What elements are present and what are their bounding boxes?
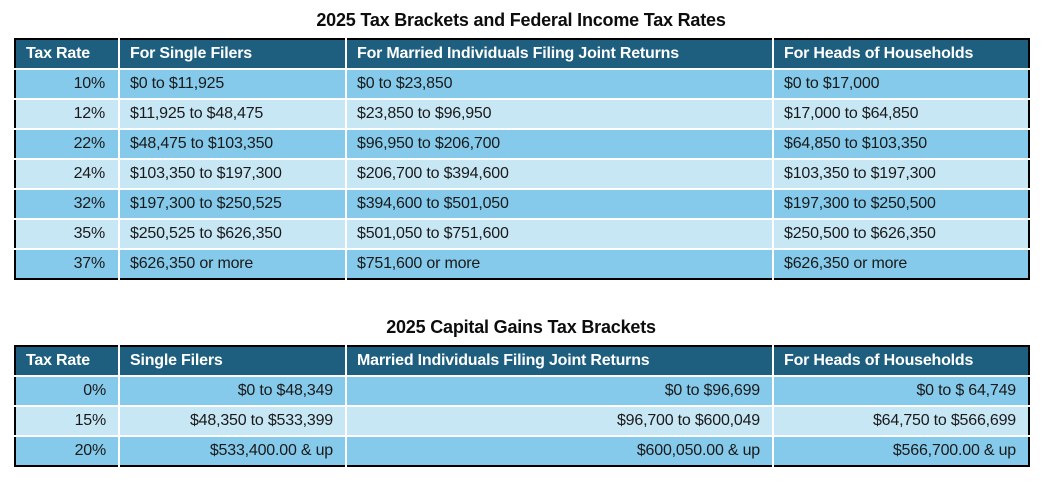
tax-rate-cell: 35% xyxy=(15,219,120,250)
bracket-range-cell: $394,600 to $501,050 xyxy=(346,189,774,220)
table-row: 35% $250,525 to $626,350 $501,050 to $751,… xyxy=(15,219,1029,250)
bracket-range-cell: $600,050.00 & up xyxy=(346,436,774,466)
table-row: 15% $48,350 to $533,399 $96,700 to $600,04… xyxy=(15,406,1029,437)
capital-gains-table-title: 2025 Capital Gains Tax Brackets xyxy=(386,317,656,337)
column-header: Married Individuals Filing Joint Returns xyxy=(346,346,774,377)
header-row: Tax Rate Single Filers Married Individuals… xyxy=(15,346,1029,377)
tax-rate-cell: 32% xyxy=(15,189,120,220)
tax-rate-cell: 10% xyxy=(15,69,120,100)
table-row: 20% $533,400.00 & up $600,050.00 & up $566,… xyxy=(15,436,1029,466)
tax-rate-cell: 37% xyxy=(15,249,120,279)
bracket-range-cell: $206,700 to $394,600 xyxy=(346,159,774,190)
bracket-range-cell: $501,050 to $751,600 xyxy=(346,219,774,250)
bracket-range-cell: $0 to $48,349 xyxy=(119,376,347,407)
column-header: Tax Rate xyxy=(15,39,120,70)
bracket-range-cell: $103,350 to $197,300 xyxy=(119,159,347,190)
bracket-range-cell: $96,700 to $600,049 xyxy=(346,406,774,437)
table-row: 12% $11,925 to $48,475 $23,850 to $96,950 $… xyxy=(15,99,1029,130)
bracket-range-cell: $250,500 to $626,350 xyxy=(773,219,1029,250)
bracket-range-cell: $48,475 to $103,350 xyxy=(119,129,347,160)
capital-gains-table: Tax Rate Single Filers Married Individuals… xyxy=(14,345,1030,467)
table-row: 24% $103,350 to $197,300 $206,700 to $394,… xyxy=(15,159,1029,190)
tax-rate-cell: 24% xyxy=(15,159,120,190)
column-header: Single Filers xyxy=(119,346,347,377)
tax-rate-cell: 20% xyxy=(15,436,120,466)
income-tax-table: Tax Rate For Single Filers For Married Ind… xyxy=(14,38,1030,280)
bracket-range-cell: $566,700.00 & up xyxy=(773,436,1029,466)
table-row: 10% $0 to $11,925 $0 to $23,850 $0 to $17,0… xyxy=(15,69,1029,100)
capital-gains-section: 2025 Capital Gains Tax Brackets Tax Rate… xyxy=(14,316,1030,467)
column-header: Tax Rate xyxy=(15,346,120,377)
bracket-range-cell: $11,925 to $48,475 xyxy=(119,99,347,130)
bracket-range-cell: $0 to $ 64,749 xyxy=(773,376,1029,407)
bracket-range-cell: $64,750 to $566,699 xyxy=(773,406,1029,437)
table-row: 0% $0 to $48,349 $0 to $96,699 $0 to $ 64,7… xyxy=(15,376,1029,407)
bracket-range-cell: $626,350 or more xyxy=(773,249,1029,279)
bracket-range-cell: $197,300 to $250,500 xyxy=(773,189,1029,220)
bracket-range-cell: $533,400.00 & up xyxy=(119,436,347,466)
column-header: For Single Filers xyxy=(119,39,347,70)
income-tax-table-title: 2025 Tax Brackets and Federal Income Tax… xyxy=(316,10,726,30)
bracket-range-cell: $48,350 to $533,399 xyxy=(119,406,347,437)
tax-rate-cell: 12% xyxy=(15,99,120,130)
bracket-range-cell: $626,350 or more xyxy=(119,249,347,279)
bracket-range-cell: $197,300 to $250,525 xyxy=(119,189,347,220)
column-header: For Heads of Households xyxy=(773,346,1029,377)
column-header: For Heads of Households xyxy=(773,39,1029,70)
bracket-range-cell: $17,000 to $64,850 xyxy=(773,99,1029,130)
bracket-range-cell: $103,350 to $197,300 xyxy=(773,159,1029,190)
bracket-range-cell: $0 to $17,000 xyxy=(773,69,1029,100)
bracket-range-cell: $751,600 or more xyxy=(346,249,774,279)
bracket-range-cell: $0 to $23,850 xyxy=(346,69,774,100)
header-row: Tax Rate For Single Filers For Married Ind… xyxy=(15,39,1029,70)
table-row: 22% $48,475 to $103,350 $96,950 to $206,70… xyxy=(15,129,1029,160)
tax-rate-cell: 22% xyxy=(15,129,120,160)
income-tax-section: 2025 Tax Brackets and Federal Income Tax… xyxy=(14,9,1030,280)
worksheet: 2025 Tax Brackets and Federal Income Tax… xyxy=(14,9,1030,467)
tax-rate-cell: 15% xyxy=(15,406,120,437)
bracket-range-cell: $0 to $96,699 xyxy=(346,376,774,407)
bracket-range-cell: $0 to $11,925 xyxy=(119,69,347,100)
bracket-range-cell: $250,525 to $626,350 xyxy=(119,219,347,250)
bracket-range-cell: $96,950 to $206,700 xyxy=(346,129,774,160)
column-header: For Married Individuals Filing Joint Ret… xyxy=(346,39,774,70)
bracket-range-cell: $23,850 to $96,950 xyxy=(346,99,774,130)
table-row: 32% $197,300 to $250,525 $394,600 to $501,… xyxy=(15,189,1029,220)
table-row: 37% $626,350 or more $751,600 or more $626,… xyxy=(15,249,1029,279)
bracket-range-cell: $64,850 to $103,350 xyxy=(773,129,1029,160)
tax-rate-cell: 0% xyxy=(15,376,120,407)
